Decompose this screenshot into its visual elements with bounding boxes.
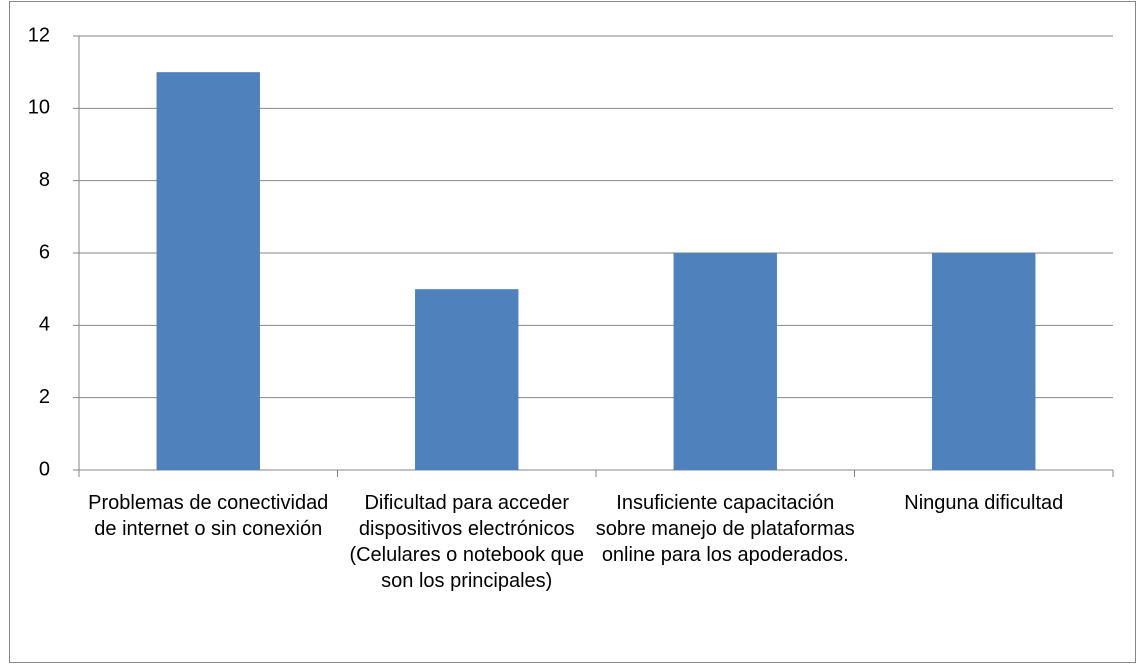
y-tick-label: 2 <box>39 386 50 408</box>
chart-border <box>9 1 1136 663</box>
y-tick-label: 6 <box>39 241 50 263</box>
bar <box>415 289 519 470</box>
y-tick-label: 8 <box>39 169 50 191</box>
bar <box>156 72 260 471</box>
y-tick-label: 4 <box>39 314 50 336</box>
bar <box>673 253 777 470</box>
bar <box>932 253 1036 470</box>
y-tick-label: 0 <box>39 458 50 480</box>
x-tick-label: Ninguna dificultad <box>904 492 1064 514</box>
x-tick-label: Insuficiente capacitación sobre manejo d… <box>595 492 855 566</box>
x-tick-label: Problemas de conectividad de internet o … <box>88 492 329 540</box>
y-tick-label: 10 <box>28 97 50 119</box>
y-tick-label: 12 <box>28 24 50 46</box>
x-tick-label: Dificultad para acceder dispositivos ele… <box>349 492 585 592</box>
